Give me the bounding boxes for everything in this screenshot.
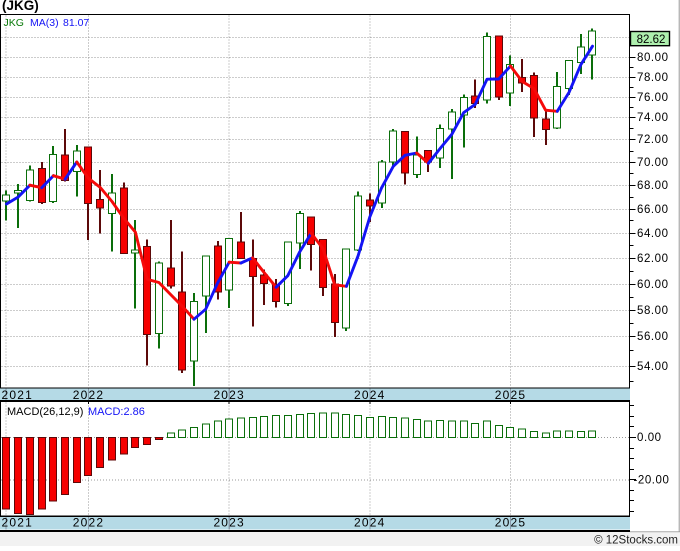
svg-text:2024: 2024	[354, 388, 386, 402]
svg-text:81.07: 81.07	[63, 17, 89, 29]
svg-text:2021: 2021	[2, 515, 34, 529]
svg-text:2025: 2025	[495, 388, 527, 402]
svg-text:JKG: JKG	[4, 17, 24, 29]
svg-text:78.00: 78.00	[637, 72, 669, 84]
svg-text:66.00: 66.00	[637, 204, 669, 216]
svg-text:2023: 2023	[213, 388, 245, 402]
svg-text:2023: 2023	[213, 515, 245, 529]
svg-text:72.00: 72.00	[637, 134, 669, 146]
svg-text:MACD(26,12,9): MACD(26,12,9)	[7, 406, 83, 418]
svg-text:(JKG): (JKG)	[2, 0, 39, 13]
svg-text:2022: 2022	[73, 515, 105, 529]
svg-text:82.62: 82.62	[637, 34, 666, 46]
svg-text:2022: 2022	[73, 388, 105, 402]
svg-text:76.00: 76.00	[637, 92, 669, 104]
svg-text:MA(3): MA(3)	[30, 17, 59, 29]
svg-text:2024: 2024	[354, 515, 386, 529]
svg-text:-20.00: -20.00	[634, 475, 670, 487]
svg-text:MACD:2.86: MACD:2.86	[88, 406, 145, 418]
svg-text:56.00: 56.00	[637, 331, 669, 343]
svg-text:2025: 2025	[495, 515, 527, 529]
svg-text:54.00: 54.00	[637, 361, 669, 373]
svg-text:62.00: 62.00	[637, 253, 669, 265]
svg-text:74.00: 74.00	[637, 112, 669, 124]
svg-text:68.00: 68.00	[637, 180, 669, 192]
svg-text:64.00: 64.00	[637, 228, 669, 240]
svg-text:60.00: 60.00	[637, 279, 669, 291]
svg-text:80.00: 80.00	[637, 52, 669, 64]
svg-text:0.00: 0.00	[637, 432, 662, 444]
svg-text:70.00: 70.00	[637, 157, 669, 169]
svg-text:2021: 2021	[2, 388, 34, 402]
svg-text:58.00: 58.00	[637, 305, 669, 317]
svg-text:© 12Stocks.com: © 12Stocks.com	[594, 535, 678, 547]
